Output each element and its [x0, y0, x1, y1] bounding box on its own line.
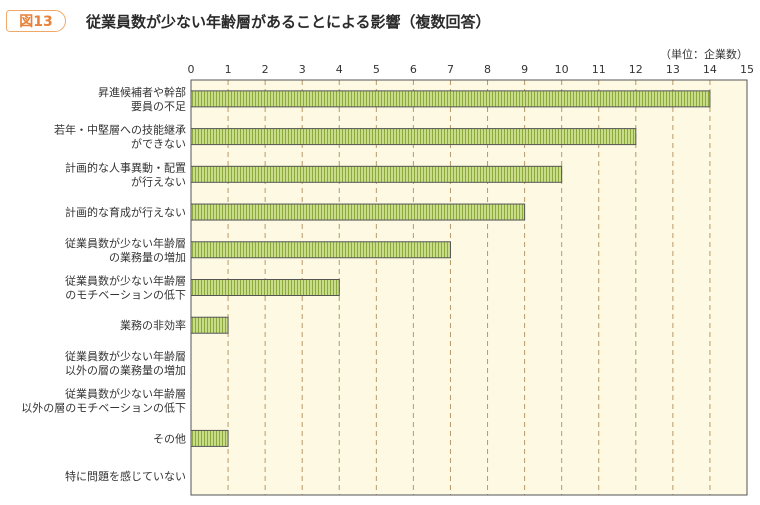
category-label: 従業員数が少ない年齢層 — [65, 349, 186, 363]
category-label: のモチベーションの低下 — [65, 289, 186, 302]
category-label: が行えない — [131, 174, 186, 188]
bar — [190, 165, 563, 183]
category-label: 特に問題を感じていない — [65, 469, 186, 483]
bar — [190, 241, 451, 259]
x-tick-label: 5 — [373, 63, 380, 76]
x-tick-label: 13 — [666, 63, 680, 76]
x-tick-label: 2 — [262, 63, 269, 76]
x-tick-label: 4 — [336, 63, 343, 76]
category-label: 従業員数が少ない年齢層 — [65, 236, 186, 250]
bar — [190, 203, 526, 221]
x-tick-label: 7 — [447, 63, 454, 76]
chart-title: 従業員数が少ない年齢層があることによる影響（複数回答） — [86, 13, 491, 31]
category-label: 以外の層のモチベーションの低下 — [21, 402, 186, 415]
bar — [190, 128, 637, 146]
x-tick-label: 9 — [521, 63, 528, 76]
x-tick-label: 12 — [629, 63, 643, 76]
bar — [190, 90, 711, 108]
category-label: ができない — [131, 137, 186, 151]
category-label: 要員の不足 — [131, 100, 186, 113]
bar — [190, 279, 340, 296]
category-label: 従業員数が少ない年齢層 — [65, 387, 186, 401]
unit-label: （単位：企業数） — [660, 48, 748, 61]
x-tick-label: 6 — [410, 63, 417, 76]
x-tick-label: 14 — [703, 63, 717, 76]
category-label: 以外の層の業務量の増加 — [65, 363, 186, 377]
x-tick-label: 15 — [740, 63, 754, 76]
x-tick-label: 1 — [225, 63, 232, 76]
category-label: の業務量の増加 — [109, 250, 186, 264]
x-tick-label: 10 — [555, 63, 569, 76]
category-label: その他 — [153, 432, 186, 445]
category-label: 昇進候補者や幹部 — [98, 85, 186, 99]
bar — [190, 429, 229, 447]
bar — [190, 316, 229, 334]
x-tick-label: 11 — [592, 63, 606, 76]
x-tick-label: 8 — [484, 63, 491, 76]
category-label: 従業員数が少ない年齢層 — [65, 274, 186, 288]
category-label: 若年・中堅層への技能継承 — [54, 123, 186, 137]
figure-badge: 図13 — [6, 10, 66, 32]
category-label: 計画的な人事異動・配置 — [65, 160, 186, 174]
x-tick-label: 0 — [188, 63, 195, 76]
x-tick-label: 3 — [299, 63, 306, 76]
category-label: 計画的な育成が行えない — [65, 205, 186, 219]
category-label: 業務の非効率 — [120, 318, 186, 332]
